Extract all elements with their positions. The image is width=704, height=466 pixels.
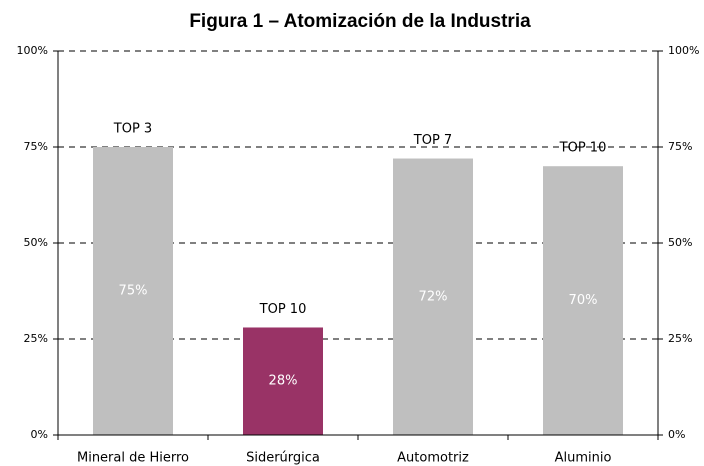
y-tick-label: 75% — [24, 140, 48, 153]
x-tick-label: Aluminio — [555, 451, 612, 466]
y-tick-label: 25% — [24, 332, 48, 345]
value-label: 72% — [419, 289, 448, 304]
annotation: TOP 10 — [559, 141, 607, 156]
y2-tick-label: 25% — [668, 332, 692, 345]
bar — [543, 166, 623, 435]
bar — [93, 147, 173, 435]
y-tick-label: 50% — [24, 236, 48, 249]
value-label: 75% — [119, 284, 148, 299]
x-tick-label: Mineral de Hierro — [77, 451, 189, 466]
bar — [243, 327, 323, 435]
bar — [393, 158, 473, 435]
annotation: TOP 7 — [413, 133, 452, 148]
y-tick-label: 0% — [31, 428, 48, 441]
x-tick-label: Siderúrgica — [246, 451, 320, 466]
y2-tick-label: 50% — [668, 236, 692, 249]
y2-tick-label: 75% — [668, 140, 692, 153]
x-tick-label: Automotriz — [397, 451, 469, 466]
annotation: TOP 10 — [259, 302, 307, 317]
annotation: TOP 3 — [113, 122, 152, 137]
value-label: 28% — [269, 374, 298, 389]
y2-tick-label: 100% — [668, 44, 699, 57]
chart-title: Figura 1 – Atomización de la Industria — [189, 11, 531, 32]
y-tick-label: 100% — [17, 44, 48, 57]
value-label: 70% — [569, 293, 598, 308]
y2-tick-label: 0% — [668, 428, 685, 441]
